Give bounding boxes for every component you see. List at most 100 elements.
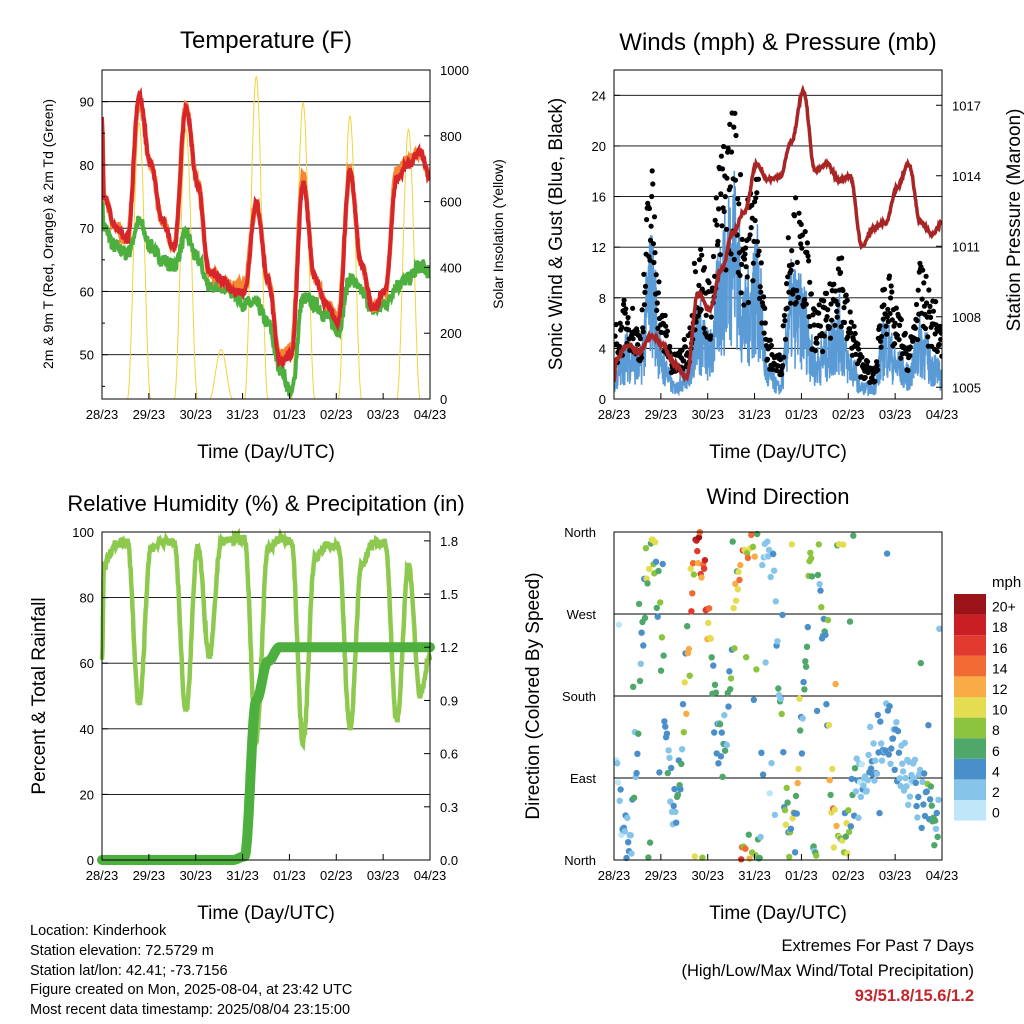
gust-point — [644, 217, 650, 223]
gust-point — [652, 250, 658, 256]
direction-point — [642, 545, 650, 552]
gust-point — [915, 287, 921, 293]
gust-point — [938, 330, 942, 336]
gust-point — [913, 301, 920, 308]
direction-point — [734, 586, 741, 593]
humidity-title: Relative Humidity (%) & Precipitation (i… — [67, 491, 464, 516]
direction-point — [742, 845, 749, 852]
direction-point — [775, 685, 782, 692]
gust-point — [755, 176, 762, 182]
direction-point — [673, 819, 680, 826]
winds-ylabel-left: Sonic Wind & Gust (Blue, Black) — [546, 98, 567, 370]
direction-point — [685, 645, 693, 653]
gust-point — [893, 305, 899, 311]
colorbar-swatch — [954, 717, 986, 739]
direction-point — [767, 573, 774, 581]
gust-point — [781, 354, 787, 360]
direction-point — [808, 555, 815, 562]
gust-point — [617, 320, 623, 326]
gust-point — [899, 351, 906, 357]
direction-point — [777, 695, 784, 702]
gust-point — [724, 175, 730, 181]
winds-y2tick-label: 1017 — [952, 98, 981, 113]
gust-point — [865, 359, 871, 365]
gust-point — [715, 238, 721, 244]
direction-point — [883, 550, 891, 557]
direction-point — [717, 753, 725, 760]
direction-point — [845, 828, 853, 836]
temperature-title: Temperature (F) — [180, 27, 352, 54]
direction-point — [782, 821, 790, 828]
direction-point — [851, 765, 859, 772]
humidity-y2tick-label: 0.6 — [440, 747, 458, 762]
direction-point — [695, 534, 703, 541]
gust-point — [826, 324, 833, 331]
gust-point — [782, 318, 788, 324]
gust-point — [839, 255, 845, 261]
gust-point — [807, 323, 813, 329]
direction-point — [863, 787, 870, 794]
gust-point — [793, 195, 799, 201]
direction-point — [936, 625, 943, 632]
colorbar-label: 8 — [992, 722, 1000, 738]
humidity-series-group — [97, 527, 435, 865]
temperature-y2tick-label: 200 — [440, 326, 462, 341]
gust-point — [782, 336, 789, 342]
direction-ytick-label: West — [567, 607, 597, 622]
gust-point — [650, 241, 657, 247]
gust-point — [812, 348, 818, 354]
figure-created: Figure created on Mon, 2025-08-04, at 23… — [30, 982, 353, 999]
gust-point — [848, 330, 854, 336]
gust-point — [623, 306, 629, 312]
direction-xtick-label: 04/23 — [926, 868, 959, 883]
direction-point — [707, 635, 714, 642]
direction-point — [867, 765, 875, 772]
gust-point — [649, 168, 655, 174]
gust-point — [617, 343, 623, 350]
gust-point — [923, 273, 929, 279]
gust-point — [781, 312, 788, 319]
gust-point — [930, 308, 937, 314]
gust-point — [885, 318, 892, 325]
direction-point — [680, 729, 687, 736]
direction-point — [903, 783, 910, 790]
gust-point — [712, 273, 718, 279]
gust-point — [881, 286, 888, 292]
direction-point — [614, 779, 622, 786]
gust-point — [798, 221, 804, 227]
gust-point — [795, 294, 802, 301]
gust-point — [872, 378, 878, 384]
direction-point — [804, 623, 811, 631]
gust-point — [838, 324, 844, 330]
gust-point — [737, 272, 743, 278]
colorbar-swatch — [954, 594, 986, 615]
gust-point — [626, 327, 632, 333]
humidity-y2tick-label: 0.9 — [440, 693, 458, 708]
gust-point — [877, 323, 883, 329]
direction-point — [847, 823, 854, 830]
gust-point — [664, 328, 671, 334]
direction-point — [665, 747, 672, 754]
winds-xtick-label: 29/23 — [645, 407, 678, 422]
winds-xtick-label: 31/23 — [738, 407, 771, 422]
winds-y2tick-label: 1014 — [952, 169, 981, 184]
gust-point — [794, 287, 800, 294]
humidity-xtick-label: 30/23 — [179, 868, 212, 883]
direction-point — [800, 678, 807, 686]
direction-point — [794, 779, 801, 787]
gust-point — [655, 325, 661, 331]
direction-point — [725, 703, 732, 710]
temperature-panel: 50 60 70 80 90 0 200 400 600 800 1000 28/23 29/23 30/… — [40, 27, 506, 463]
direction-point — [788, 541, 795, 548]
direction-point — [787, 825, 795, 832]
direction-point — [677, 786, 684, 793]
direction-point — [699, 854, 706, 861]
direction-point — [705, 605, 713, 612]
humidity-xtick-label: 02/23 — [320, 868, 353, 883]
gust-point — [806, 314, 812, 320]
direction-point — [727, 675, 735, 682]
gust-point — [847, 309, 853, 315]
gust-point — [621, 297, 627, 303]
direction-point — [815, 541, 822, 548]
